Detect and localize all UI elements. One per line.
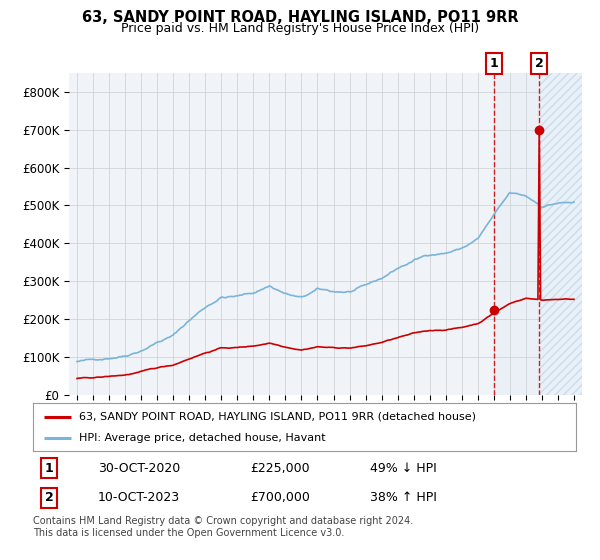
Text: 49% ↓ HPI: 49% ↓ HPI	[370, 462, 436, 475]
Text: 63, SANDY POINT ROAD, HAYLING ISLAND, PO11 9RR: 63, SANDY POINT ROAD, HAYLING ISLAND, PO…	[82, 10, 518, 25]
Text: £225,000: £225,000	[250, 462, 310, 475]
Bar	[539, 73, 584, 395]
Text: 30-OCT-2020: 30-OCT-2020	[98, 462, 181, 475]
Bar	[539, 73, 584, 395]
Text: 63, SANDY POINT ROAD, HAYLING ISLAND, PO11 9RR (detached house): 63, SANDY POINT ROAD, HAYLING ISLAND, PO…	[79, 412, 476, 422]
Text: 10-OCT-2023: 10-OCT-2023	[98, 491, 180, 504]
Text: £700,000: £700,000	[250, 491, 310, 504]
Text: 1: 1	[45, 462, 53, 475]
Text: Price paid vs. HM Land Registry's House Price Index (HPI): Price paid vs. HM Land Registry's House …	[121, 22, 479, 35]
Text: HPI: Average price, detached house, Havant: HPI: Average price, detached house, Hava…	[79, 433, 326, 443]
Text: Contains HM Land Registry data © Crown copyright and database right 2024.
This d: Contains HM Land Registry data © Crown c…	[33, 516, 413, 538]
Text: 1: 1	[490, 57, 498, 70]
Text: 2: 2	[535, 57, 544, 70]
Text: 38% ↑ HPI: 38% ↑ HPI	[370, 491, 437, 504]
Bar	[494, 73, 539, 395]
Text: 2: 2	[45, 491, 53, 504]
